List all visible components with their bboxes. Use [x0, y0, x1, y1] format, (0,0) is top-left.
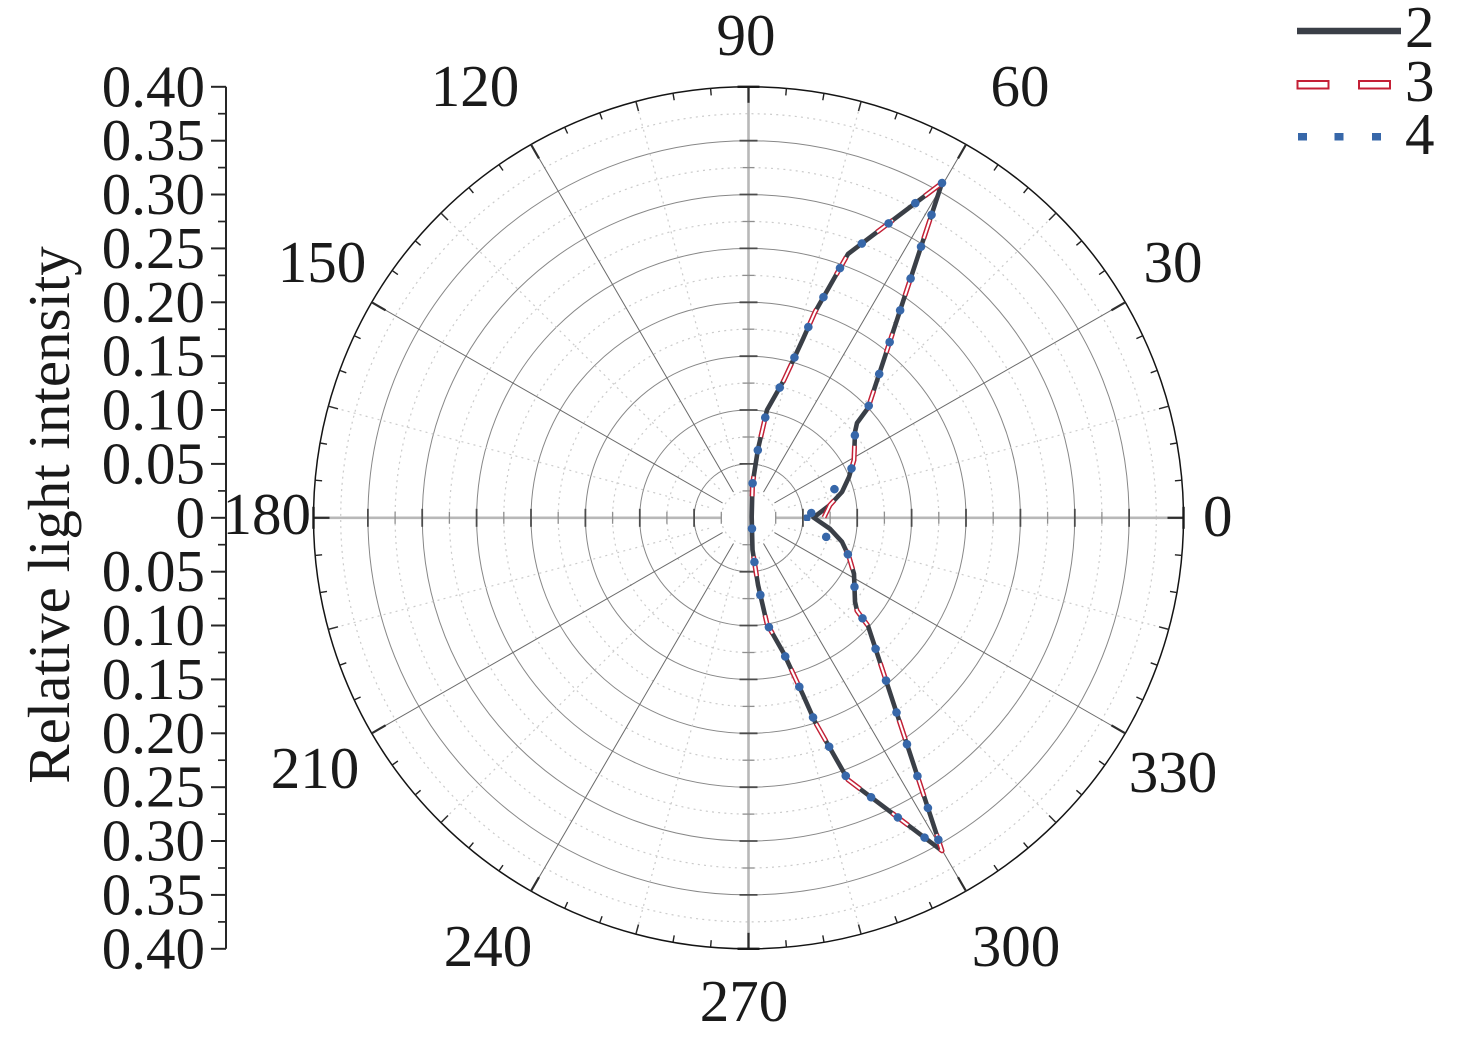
- svg-text:0.05: 0.05: [102, 430, 205, 496]
- svg-text:0.25: 0.25: [102, 215, 205, 281]
- svg-text:0: 0: [176, 484, 206, 550]
- svg-text:300: 300: [972, 913, 1061, 979]
- svg-text:0.40: 0.40: [102, 53, 205, 119]
- svg-text:0.25: 0.25: [102, 754, 205, 820]
- svg-text:330: 330: [1129, 739, 1218, 805]
- svg-text:0.20: 0.20: [102, 269, 205, 335]
- svg-text:0.10: 0.10: [102, 592, 205, 658]
- svg-text:60: 60: [991, 53, 1050, 119]
- svg-text:30: 30: [1144, 229, 1203, 295]
- svg-text:3: 3: [1405, 48, 1435, 114]
- svg-text:0: 0: [1203, 483, 1233, 549]
- svg-text:0.35: 0.35: [102, 107, 205, 173]
- svg-text:0.10: 0.10: [102, 377, 205, 443]
- svg-text:0.35: 0.35: [102, 861, 205, 927]
- svg-text:2: 2: [1405, 0, 1435, 60]
- svg-text:0.20: 0.20: [102, 700, 205, 766]
- svg-text:90: 90: [717, 2, 776, 68]
- svg-text:0.15: 0.15: [102, 323, 205, 389]
- svg-text:0.05: 0.05: [102, 538, 205, 604]
- svg-text:0.40: 0.40: [102, 915, 205, 981]
- svg-text:270: 270: [700, 968, 789, 1034]
- svg-text:210: 210: [271, 735, 360, 801]
- svg-text:180: 180: [223, 481, 312, 547]
- svg-text:0.30: 0.30: [102, 808, 205, 874]
- svg-text:Relative light intensity: Relative light intensity: [16, 246, 82, 784]
- svg-text:4: 4: [1405, 101, 1435, 167]
- svg-text:0.15: 0.15: [102, 646, 205, 712]
- svg-text:240: 240: [444, 913, 533, 979]
- svg-text:0.30: 0.30: [102, 161, 205, 227]
- svg-text:150: 150: [278, 229, 367, 295]
- svg-text:120: 120: [431, 53, 520, 119]
